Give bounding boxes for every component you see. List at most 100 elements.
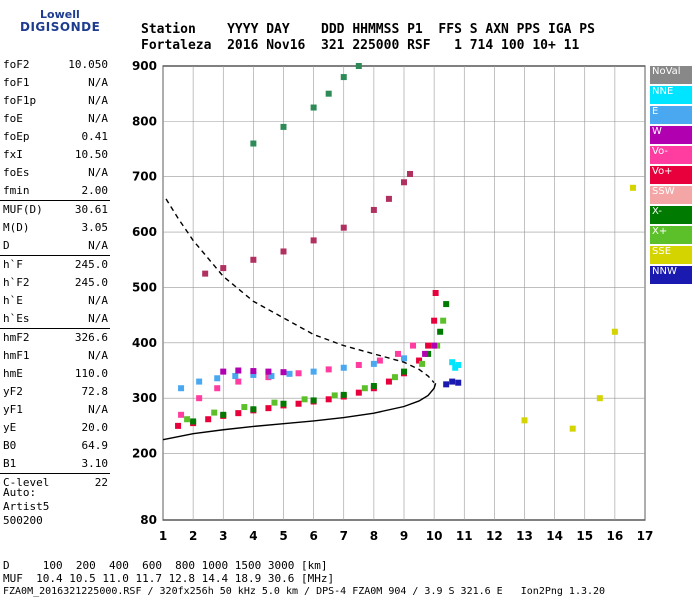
chart-series [162,63,636,441]
parameter-row: h`E N/A [0,292,110,310]
parameter-value: 72.8 [81,385,109,398]
y-tick-label: 900 [132,59,157,73]
x-tick-label: 5 [279,529,287,543]
y-tick-label: 300 [132,391,157,405]
echo-point [250,406,257,413]
echo-point [385,195,392,202]
legend-item-sse: SSE [650,246,692,264]
parameter-row: foF1 N/A [0,74,110,92]
parameter-row: hmF1 N/A [0,347,110,365]
echo-point [401,179,407,186]
echo-point [452,364,459,371]
parameter-value: 20.0 [81,421,109,434]
echo-point [455,361,462,368]
echo-point [190,418,197,425]
parameter-label: hmF2 [3,331,30,344]
parameter-value: 10.50 [74,148,108,161]
x-tick-label: 15 [576,529,593,543]
echo-point [370,206,377,213]
y-tick-label: 80 [140,513,157,527]
parameter-label: B0 [3,439,17,452]
echo-point [340,391,347,398]
x-tick-label: 1 [159,529,167,543]
echo-point [220,411,227,418]
echo-point [361,385,368,392]
parameter-value: N/A [88,112,108,125]
echo-point [265,368,272,375]
parameter-label: yF2 [3,385,23,398]
parameter-label: h`E [3,294,23,307]
echo-point [250,140,257,147]
x-tick-label: 4 [249,529,257,543]
muf-row: MUF 10.4 10.5 11.0 11.7 12.8 14.4 18.9 3… [3,572,335,585]
parameter-label: foEp [3,130,30,143]
parameter-row: MUF(D) 30.61 [0,201,110,219]
parameter-value: 30.61 [74,203,108,216]
parameter-row: hmF2 326.6 [0,329,110,347]
logo-lowell-text: Lowell [40,8,80,21]
parameter-row: fxI 10.50 [0,146,110,164]
echo-point [419,360,426,367]
echo-point [449,359,456,366]
echo-point [295,370,302,377]
x-tick-label: 8 [370,529,378,543]
echo-point [286,370,293,377]
echo-point [184,416,191,423]
parameter-label: foF2 [3,58,30,71]
auto-line: Artist5 [3,500,50,513]
echo-point [394,350,401,357]
x-tick-label: 3 [219,529,227,543]
parameter-value: 10.050 [68,58,108,71]
legend-item-nnw: NNW [650,266,692,284]
legend-item-vo: Vo- [650,146,692,164]
echo-point [175,422,182,429]
echo-point [310,237,317,244]
echo-point [431,342,438,349]
echo-point [211,409,218,416]
echo-point [280,400,287,407]
parameter-label: M(D) [3,221,30,234]
echo-point [220,368,227,375]
echo-point [265,374,272,381]
echo-point [569,425,576,432]
parameter-row: h`F2 245.0 [0,274,110,292]
echo-point [401,355,407,362]
parameter-row: yE 20.0 [0,419,110,437]
echo-point [355,63,362,69]
echo-point [416,357,423,364]
parameter-separator [0,255,110,256]
parameter-value: 22 [94,476,108,489]
parameter-value: N/A [88,403,108,416]
parameter-value: N/A [88,166,108,179]
parameter-row: D N/A [0,237,110,255]
header-values: Fortaleza 2016 Nov16 321 225000 RSF 1 71… [141,38,580,53]
parameter-label: hmF1 [3,349,30,362]
parameter-row: foE N/A [0,110,110,128]
parameter-value: 3.10 [81,457,109,470]
parameter-label: h`Es [3,312,30,325]
parameter-label: foF1p [3,94,37,107]
echo-point [280,248,287,255]
echo-point [295,400,302,407]
parameter-label: yF1 [3,403,23,416]
y-tick-label: 200 [132,447,157,461]
echo-point [280,369,287,376]
parameter-value: N/A [88,76,108,89]
parameter-row: yF2 72.8 [0,383,110,401]
echo-point [235,367,242,374]
parameter-row: foF2 10.050 [0,56,110,74]
parameter-value: 326.6 [74,331,108,344]
echo-point [596,395,603,402]
echo-point [220,265,227,272]
parameter-row: B1 3.10 [0,455,110,473]
chart-grid [162,65,646,521]
legend-item-nne: NNE [650,86,692,104]
parameter-label: foE [3,112,23,125]
parameter-value: 64.9 [81,439,109,452]
echo-point [340,74,347,81]
auto-line: Auto: [3,486,37,499]
x-tick-label: 7 [340,529,348,543]
header-labels: Station YYYY DAY DDD HHMMSS P1 FFS S AXN… [141,22,595,37]
echo-point [202,270,209,277]
